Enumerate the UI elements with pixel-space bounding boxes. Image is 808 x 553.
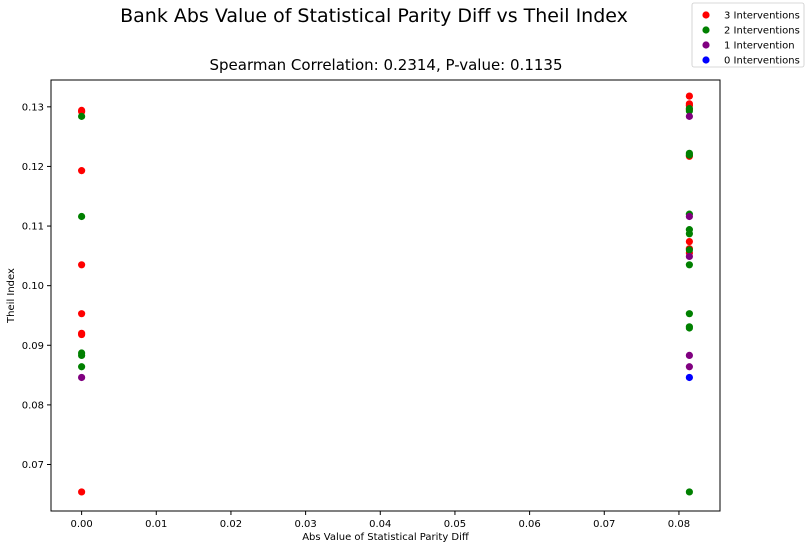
x-tick-label: 0.02 [220,519,242,530]
legend-label: 1 Intervention [724,41,795,52]
legend-label: 3 Interventions [724,11,800,22]
data-point [685,92,693,100]
legend-marker [702,56,710,64]
data-point [685,310,693,318]
y-axis-ticks: 0.07 0.08 0.09 0.10 0.11 0.12 0.13 [22,102,51,471]
y-tick-label: 0.07 [22,460,44,471]
x-tick-label: 0.01 [145,519,167,530]
y-tick-label: 0.09 [22,341,44,352]
data-point [78,167,86,175]
legend-marker [702,41,710,49]
legend-label: 0 Interventions [724,56,800,67]
data-point [78,112,86,120]
data-point [685,237,693,246]
data-point [685,261,693,269]
x-tick-label: 0.00 [70,519,92,530]
legend-marker [702,11,710,19]
data-point [78,351,86,360]
data-point [685,107,693,115]
data-point [78,330,86,339]
data-point [685,151,693,159]
y-tick-label: 0.12 [22,162,44,173]
legend-label: 2 Interventions [724,26,800,37]
x-axis-label: Abs Value of Statistical Parity Diff [302,532,470,543]
chart-title: Spearman Correlation: 0.2314, P-value: 0… [209,56,562,74]
x-tick-label: 0.07 [593,519,615,530]
x-tick-label: 0.03 [294,519,316,530]
data-point [78,373,86,382]
data-point [78,363,86,371]
y-tick-label: 0.08 [22,400,44,411]
data-point [685,373,693,382]
data-point [78,488,86,496]
legend-marker [702,26,710,34]
axes-frame [50,79,721,512]
y-axis-label: Theil Index [6,268,17,324]
y-tick-label: 0.10 [22,281,44,292]
y-tick-label: 0.13 [22,102,44,113]
x-tick-label: 0.06 [518,519,540,530]
data-point [78,261,86,269]
data-point [685,212,693,221]
x-tick-label: 0.05 [444,519,466,530]
x-tick-label: 0.08 [668,519,690,530]
data-point [685,252,693,261]
x-tick-label: 0.04 [369,519,391,530]
chart-suptitle: Bank Abs Value of Statistical Parity Dif… [120,5,628,27]
legend: 3 Interventions 2 Interventions 1 Interven… [691,2,805,68]
data-points [78,92,693,496]
data-point [685,351,693,360]
y-tick-label: 0.11 [22,222,44,233]
x-axis-ticks: 0.00 0.01 0.02 0.03 0.04 0.05 0.06 0.07 0.08 [70,511,690,530]
data-point [78,310,86,318]
data-point [685,230,693,238]
data-point [685,246,693,254]
data-point [685,488,693,496]
data-point [78,212,86,221]
data-point [685,112,693,120]
legend-frame [691,2,805,68]
data-point [685,363,693,371]
data-point [685,324,693,332]
